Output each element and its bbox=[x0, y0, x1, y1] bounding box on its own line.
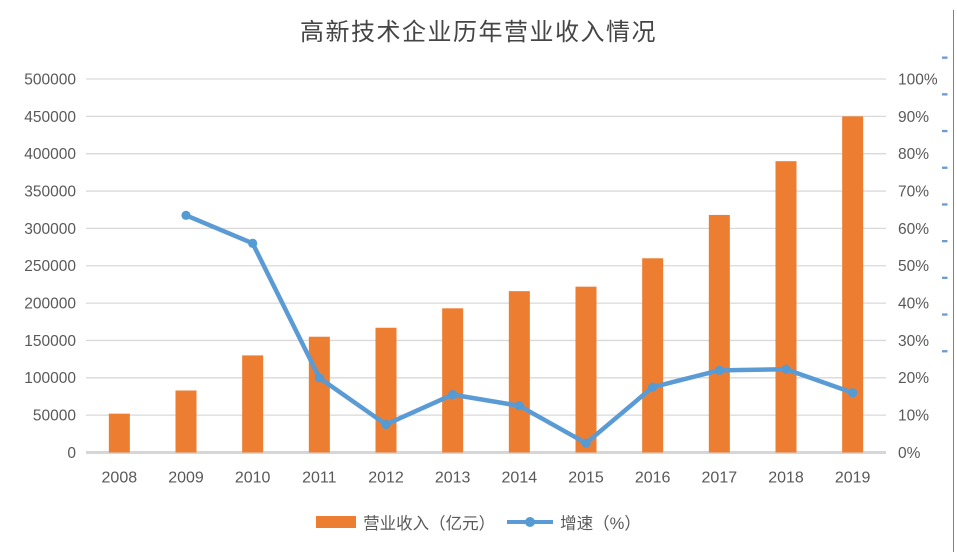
growth-marker-2014 bbox=[514, 401, 524, 411]
y-axis-right-label: 80% bbox=[898, 146, 929, 163]
revenue-bar-2011 bbox=[308, 336, 330, 453]
y-axis-right-label: 10% bbox=[898, 408, 929, 425]
y-axis-right-label: 70% bbox=[898, 183, 929, 200]
x-axis-label-2010: 2010 bbox=[235, 470, 271, 487]
y-axis-left-label: 150000 bbox=[24, 333, 76, 350]
revenue-bar-2018 bbox=[775, 161, 797, 453]
growth-marker-2010 bbox=[248, 238, 258, 248]
chart-title: 高新技术企业历年营业收入情况 bbox=[300, 18, 657, 46]
revenue-bar-2009 bbox=[175, 390, 197, 453]
y-axis-left-label: 500000 bbox=[24, 71, 76, 88]
edge-dash-marker bbox=[942, 93, 948, 96]
revenue-bar-2008 bbox=[108, 413, 130, 453]
x-axis-label-2009: 2009 bbox=[168, 470, 204, 487]
line-marker-icon bbox=[507, 516, 554, 529]
y-axis-left-label: 400000 bbox=[24, 146, 76, 163]
growth-marker-2009 bbox=[181, 210, 191, 220]
growth-marker-2013 bbox=[448, 390, 458, 400]
bar-swatch-icon bbox=[316, 515, 357, 529]
edge-dash-marker bbox=[942, 56, 948, 59]
x-axis-label-2018: 2018 bbox=[768, 470, 804, 487]
growth-marker-2016 bbox=[648, 382, 658, 392]
x-axis-label-2014: 2014 bbox=[502, 470, 538, 487]
y-axis-right-label: 0% bbox=[898, 445, 921, 462]
edge-dash-marker bbox=[942, 350, 948, 353]
growth-marker-2011 bbox=[314, 373, 324, 383]
revenue-bar-2017 bbox=[708, 214, 730, 453]
y-axis-right-label: 100% bbox=[898, 71, 938, 88]
edge-dash-marker bbox=[942, 166, 948, 169]
legend-item-revenue: 营业收入（亿元） bbox=[316, 510, 495, 534]
y-axis-left-label: 250000 bbox=[24, 258, 76, 275]
growth-marker-2017 bbox=[714, 365, 724, 375]
legend-item-growth: 增速（%） bbox=[507, 510, 641, 534]
edge-dash-marker bbox=[942, 313, 948, 316]
y-axis-left-label: 300000 bbox=[24, 221, 76, 238]
y-axis-right-label: 20% bbox=[898, 370, 929, 387]
x-axis-label-2011: 2011 bbox=[302, 470, 337, 487]
edge-dash-marker bbox=[942, 240, 948, 243]
growth-marker-2018 bbox=[781, 364, 791, 374]
legend-label-revenue: 营业收入（亿元） bbox=[363, 515, 496, 533]
x-axis-label-2016: 2016 bbox=[635, 470, 671, 487]
x-axis-label-2017: 2017 bbox=[702, 470, 738, 487]
y-axis-right-label: 60% bbox=[898, 221, 929, 238]
growth-marker-2012 bbox=[381, 419, 391, 430]
y-axis-left-label: 0 bbox=[67, 445, 76, 462]
revenue-bar-2015 bbox=[575, 286, 597, 453]
revenue-bar-2019 bbox=[842, 116, 864, 453]
revenue-bar-2016 bbox=[642, 258, 664, 453]
y-axis-right-label: 30% bbox=[898, 333, 929, 350]
revenue-bar-2010 bbox=[242, 355, 264, 453]
legend: 营业收入（亿元） 增速（%） bbox=[0, 509, 957, 535]
x-axis-label-2013: 2013 bbox=[435, 470, 471, 487]
y-axis-right-label: 40% bbox=[898, 296, 929, 313]
y-axis-left-label: 350000 bbox=[24, 183, 76, 200]
legend-label-growth: 增速（%） bbox=[560, 515, 641, 533]
edge-dash-marker bbox=[942, 276, 948, 279]
x-axis-label-2019: 2019 bbox=[835, 470, 871, 487]
x-axis-label-2008: 2008 bbox=[102, 470, 138, 487]
x-axis-label-2012: 2012 bbox=[368, 470, 404, 487]
edge-dash-marker bbox=[942, 129, 948, 133]
y-axis-left-label: 450000 bbox=[24, 109, 76, 126]
x-axis-label-2015: 2015 bbox=[568, 470, 604, 487]
edge-dash-marker bbox=[942, 203, 948, 206]
revenue-bar-2012 bbox=[375, 327, 397, 453]
y-axis-left-label: 100000 bbox=[24, 370, 76, 387]
growth-marker-2015 bbox=[581, 438, 591, 448]
y-axis-right-label: 50% bbox=[898, 258, 929, 275]
y-axis-right-label: 90% bbox=[898, 109, 929, 126]
y-axis-left-label: 50000 bbox=[33, 408, 76, 425]
revenue-bar-2014 bbox=[508, 291, 530, 453]
growth-marker-2019 bbox=[848, 388, 858, 398]
revenue-bar-2013 bbox=[442, 308, 464, 453]
y-axis-left-label: 200000 bbox=[24, 296, 76, 313]
